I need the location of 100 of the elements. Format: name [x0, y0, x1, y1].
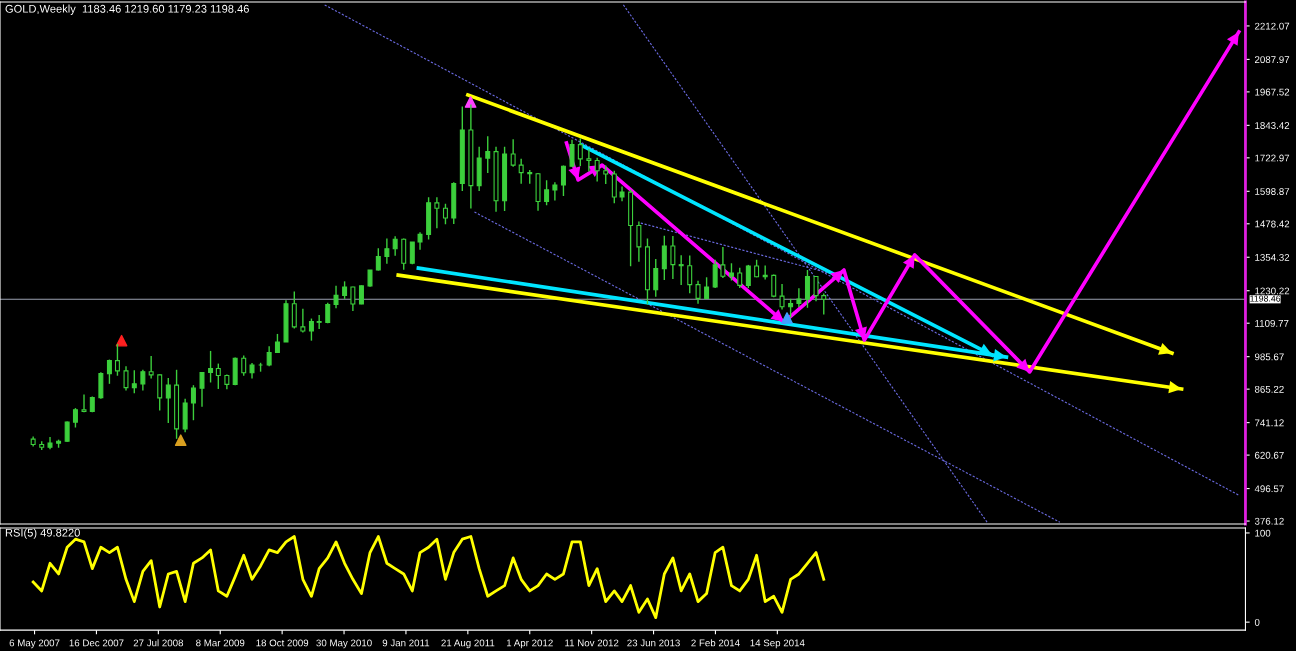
candlestick	[358, 284, 364, 305]
candlestick	[788, 298, 794, 318]
x-tick-label: 6 May 2007	[9, 639, 60, 649]
candlestick	[308, 317, 314, 342]
chart-title: RSI(5) 49.8220	[5, 528, 80, 539]
x-tick-label: 2 Feb 2014	[691, 639, 740, 647]
candlestick	[762, 264, 768, 281]
candlestick	[316, 314, 322, 330]
candlestick	[636, 220, 642, 263]
candlestick	[401, 237, 407, 271]
x-tick-label: 14 Sep 2014	[750, 639, 805, 649]
candlestick	[737, 267, 743, 289]
y-tick-label: 620.67	[1254, 451, 1284, 459]
candlestick	[653, 258, 659, 298]
candlestick	[678, 254, 684, 286]
y-tick-label: 100	[1255, 529, 1271, 537]
candlestick	[157, 373, 163, 412]
candlestick	[300, 308, 306, 334]
candlestick	[442, 202, 448, 225]
candlestick	[148, 355, 154, 380]
x-tick-label: 16 Dec 2007	[69, 639, 124, 647]
candlestick	[123, 365, 129, 392]
candlestick	[712, 259, 718, 289]
candlestick	[375, 247, 381, 272]
candlestick	[81, 393, 87, 413]
candlestick	[392, 235, 398, 257]
x-tick-label: 23 Jun 2013	[627, 639, 680, 647]
candlestick	[796, 287, 802, 308]
x-tick-label: 18 Oct 2009	[256, 639, 309, 647]
y-tick-label: 1967.52	[1255, 88, 1290, 96]
candlestick	[813, 275, 819, 302]
candlestick	[544, 179, 550, 206]
y-tick-label: 0	[1254, 618, 1260, 626]
candlestick	[670, 235, 676, 280]
candlestick	[98, 371, 104, 400]
candlestick	[586, 148, 592, 173]
x-tick-label: 11 Nov 2012	[565, 639, 619, 647]
ref-line-label: 1198.46	[1250, 295, 1281, 302]
candlestick	[131, 369, 137, 394]
candlestick	[569, 139, 575, 168]
candlestick	[704, 276, 710, 300]
x-tick-label: 21 Aug 2011	[441, 639, 495, 649]
candlestick	[241, 354, 247, 377]
y-tick-label: 865.22	[1254, 385, 1284, 393]
candlestick	[518, 157, 524, 185]
y-tick-label: 2212.07	[1254, 22, 1290, 30]
candlestick	[140, 369, 146, 392]
x-tick-label: 1 Apr 2012	[506, 639, 553, 649]
candlestick	[611, 170, 617, 204]
point	[174, 434, 187, 447]
candlestick	[106, 358, 112, 385]
y-tick-label: 1598.87	[1255, 188, 1290, 195]
candlestick	[661, 235, 667, 281]
line-series	[564, 30, 1241, 374]
candlestick	[215, 362, 221, 390]
candlestick	[114, 343, 120, 377]
candlestick	[603, 164, 609, 185]
candlestick	[779, 283, 785, 311]
candlestick	[208, 350, 214, 384]
y-tick-label: 376.12	[1254, 517, 1284, 525]
y-tick-label: 1354.32	[1255, 253, 1290, 261]
candlestick	[695, 280, 701, 305]
y-tick-label: 1722.97	[1255, 154, 1290, 162]
candlestick	[274, 333, 280, 354]
candlestick	[720, 246, 726, 279]
candlestick	[291, 290, 297, 330]
y-tick-label: 496.57	[1254, 485, 1284, 493]
y-tick-label: 1230.22	[1255, 287, 1290, 295]
y-tick-label: 741.12	[1254, 419, 1284, 427]
candlestick	[594, 157, 600, 183]
x-tick-label: 30 May 2010	[316, 639, 372, 649]
candlestick	[384, 237, 390, 265]
candlestick	[510, 138, 516, 168]
candlestick	[333, 284, 339, 310]
chart-title: GOLD,Weekly 1183.46 1219.60 1179.23 1198.46	[5, 4, 249, 15]
x-tick-label: 9 Jan 2011	[382, 639, 430, 647]
point	[464, 96, 477, 108]
x-tick-label: 27 Jul 2008	[133, 639, 184, 647]
candlestick	[199, 371, 205, 408]
x-tick-label: 8 Mar 2009	[196, 639, 245, 647]
candlestick	[434, 196, 440, 229]
y-tick-label: 2087.97	[1254, 56, 1290, 64]
y-tick-label: 1843.42	[1255, 122, 1290, 129]
point	[115, 334, 128, 347]
candlestick	[64, 420, 70, 443]
candlestick	[485, 135, 491, 174]
y-tick-label: 985.67	[1254, 353, 1284, 361]
y-tick-label: 1109.77	[1255, 319, 1289, 327]
candlestick	[165, 377, 171, 424]
candlestick	[552, 181, 558, 202]
point	[781, 312, 793, 324]
candlestick	[560, 164, 566, 197]
candlestick	[821, 292, 827, 316]
candlestick	[190, 384, 196, 421]
y-tick-label: 1478.42	[1255, 220, 1290, 228]
candlestick	[687, 254, 693, 294]
candlestick	[72, 407, 78, 429]
candlestick	[350, 286, 356, 312]
candlestick	[577, 137, 583, 167]
candlestick	[804, 269, 810, 309]
